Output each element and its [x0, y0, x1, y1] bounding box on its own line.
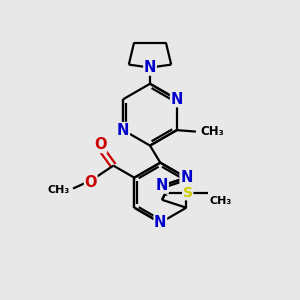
Text: O: O: [85, 175, 97, 190]
Text: CH₃: CH₃: [210, 196, 232, 206]
Text: N: N: [171, 92, 183, 107]
Text: N: N: [117, 123, 129, 138]
Text: N: N: [180, 170, 193, 185]
Text: S: S: [183, 186, 193, 200]
Text: O: O: [94, 137, 106, 152]
Text: N: N: [154, 215, 167, 230]
Text: CH₃: CH₃: [48, 185, 70, 195]
Text: N: N: [144, 60, 156, 75]
Text: CH₃: CH₃: [200, 125, 224, 138]
Text: N: N: [156, 178, 168, 193]
